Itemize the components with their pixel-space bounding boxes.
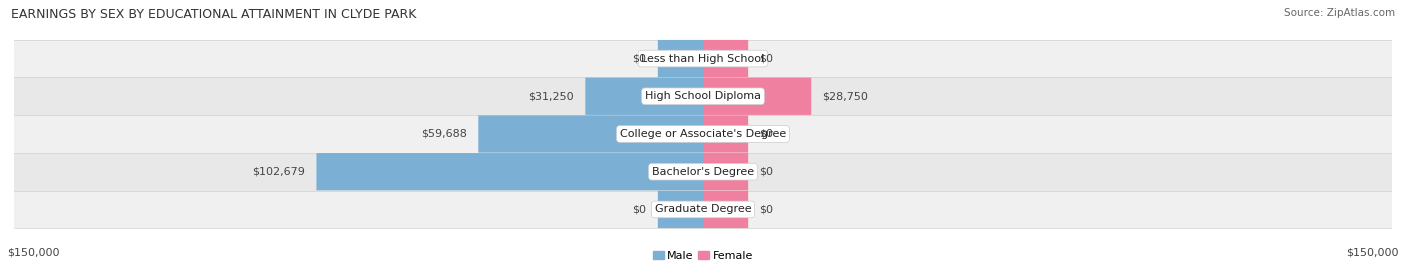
Text: Bachelor's Degree: Bachelor's Degree — [652, 167, 754, 177]
Text: $0: $0 — [759, 167, 773, 177]
FancyBboxPatch shape — [478, 115, 703, 153]
Bar — [14, 191, 1392, 228]
Text: $0: $0 — [633, 54, 647, 64]
Text: Graduate Degree: Graduate Degree — [655, 204, 751, 214]
FancyBboxPatch shape — [703, 115, 748, 153]
Text: High School Diploma: High School Diploma — [645, 91, 761, 101]
Text: $0: $0 — [759, 54, 773, 64]
Bar — [14, 77, 1392, 115]
Text: $59,688: $59,688 — [422, 129, 467, 139]
FancyBboxPatch shape — [703, 78, 811, 115]
Legend: Male, Female: Male, Female — [652, 251, 754, 261]
FancyBboxPatch shape — [585, 78, 703, 115]
FancyBboxPatch shape — [703, 153, 748, 190]
FancyBboxPatch shape — [316, 153, 703, 190]
Text: Source: ZipAtlas.com: Source: ZipAtlas.com — [1284, 8, 1395, 18]
Text: EARNINGS BY SEX BY EDUCATIONAL ATTAINMENT IN CLYDE PARK: EARNINGS BY SEX BY EDUCATIONAL ATTAINMEN… — [11, 8, 416, 21]
Text: $31,250: $31,250 — [529, 91, 574, 101]
FancyBboxPatch shape — [703, 191, 748, 228]
Text: Less than High School: Less than High School — [641, 54, 765, 64]
Text: $150,000: $150,000 — [1347, 247, 1399, 257]
Text: $0: $0 — [759, 204, 773, 214]
Text: $150,000: $150,000 — [7, 247, 59, 257]
Text: $0: $0 — [633, 204, 647, 214]
Text: $102,679: $102,679 — [252, 167, 305, 177]
FancyBboxPatch shape — [658, 40, 703, 77]
Bar — [14, 40, 1392, 77]
Bar — [14, 153, 1392, 191]
Text: $28,750: $28,750 — [823, 91, 869, 101]
Text: College or Associate's Degree: College or Associate's Degree — [620, 129, 786, 139]
Text: $0: $0 — [759, 129, 773, 139]
FancyBboxPatch shape — [658, 191, 703, 228]
Bar — [14, 115, 1392, 153]
FancyBboxPatch shape — [703, 40, 748, 77]
